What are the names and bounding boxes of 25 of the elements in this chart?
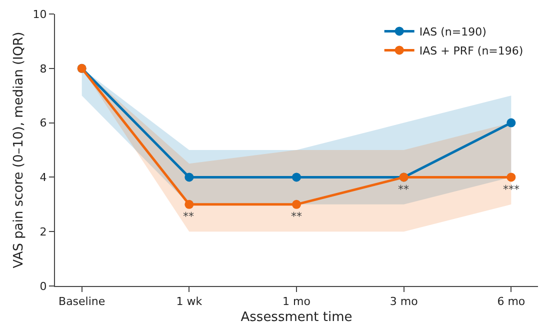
y-tick-label: 8 (40, 62, 47, 76)
y-tick-label: 6 (40, 116, 47, 130)
y-axis-title: VAS pain score (0–10), median (IQR) (12, 32, 27, 268)
annotation: *** (503, 183, 520, 196)
point (292, 200, 301, 209)
point (506, 118, 516, 128)
annotation: ** (291, 210, 302, 223)
legend-label: IAS (n=190) (419, 26, 486, 39)
x-tick-label: 1 wk (176, 295, 203, 308)
point (184, 200, 194, 209)
x-tick-label: Baseline (58, 295, 106, 308)
point (292, 172, 301, 182)
x-tick-label: 1 mo (282, 295, 311, 308)
x-tick-label: 6 mo (497, 295, 526, 308)
legend-label: IAS + PRF (n=196) (419, 44, 524, 58)
y-tick-label: 4 (40, 171, 47, 184)
y-tick-label: 10 (32, 8, 47, 21)
annotation: ** (398, 183, 410, 196)
x-axis-title: Assessment time (240, 310, 352, 325)
point (506, 172, 516, 182)
point (184, 172, 194, 182)
annotation: ** (183, 210, 194, 223)
y-tick-label: 0 (40, 280, 47, 293)
y-tick-label: 2 (40, 225, 47, 238)
x-tick-label: 3 mo (390, 295, 418, 308)
